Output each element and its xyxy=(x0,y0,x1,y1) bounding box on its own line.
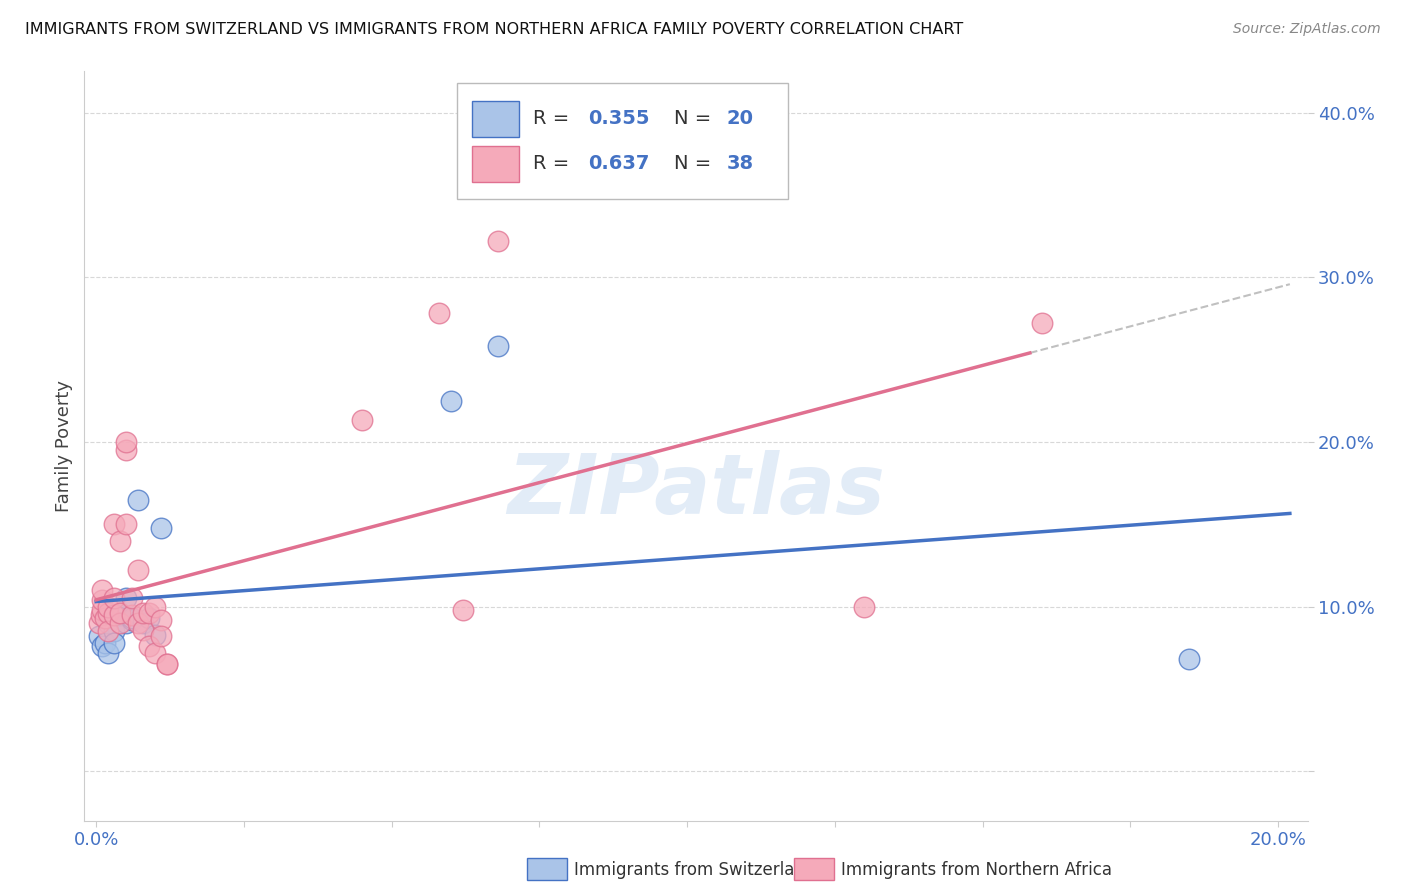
FancyBboxPatch shape xyxy=(472,101,519,136)
Point xyxy=(114,443,136,458)
Point xyxy=(103,591,125,606)
Point xyxy=(114,591,136,606)
Point xyxy=(103,517,125,532)
Point xyxy=(114,517,136,532)
Point xyxy=(138,639,160,653)
Point xyxy=(1178,652,1201,666)
Point xyxy=(108,607,131,622)
FancyBboxPatch shape xyxy=(457,83,787,199)
Point xyxy=(138,606,160,620)
Point xyxy=(103,624,125,639)
Point xyxy=(97,615,120,630)
Point xyxy=(451,603,474,617)
Point xyxy=(143,646,166,660)
Text: Immigrants from Northern Africa: Immigrants from Northern Africa xyxy=(841,861,1112,879)
Point xyxy=(89,629,111,643)
Point xyxy=(121,611,143,625)
Text: Immigrants from Switzerland: Immigrants from Switzerland xyxy=(574,861,815,879)
Point xyxy=(486,234,509,248)
Point xyxy=(89,615,111,630)
Text: R =: R = xyxy=(533,154,576,173)
Text: N =: N = xyxy=(673,154,717,173)
Text: 20: 20 xyxy=(727,109,754,128)
Point xyxy=(121,607,143,622)
Point xyxy=(132,623,155,637)
Y-axis label: Family Poverty: Family Poverty xyxy=(55,380,73,512)
Point xyxy=(103,607,125,622)
Point xyxy=(132,615,155,630)
Point xyxy=(138,611,160,625)
Point xyxy=(440,393,463,408)
Point xyxy=(127,563,149,577)
Text: Source: ZipAtlas.com: Source: ZipAtlas.com xyxy=(1233,22,1381,37)
Point xyxy=(90,607,112,622)
Text: 38: 38 xyxy=(727,154,754,173)
Point xyxy=(156,657,179,672)
Point xyxy=(114,434,136,449)
Point xyxy=(127,615,149,630)
Point xyxy=(853,599,876,614)
Point xyxy=(486,339,509,353)
Point xyxy=(150,520,173,534)
Point xyxy=(91,603,114,617)
Point xyxy=(108,615,131,630)
Text: R =: R = xyxy=(533,109,576,128)
Text: 0.355: 0.355 xyxy=(588,109,650,128)
Point xyxy=(97,606,120,620)
Point xyxy=(156,657,179,672)
Point xyxy=(97,646,120,660)
Point xyxy=(91,639,114,653)
Point xyxy=(127,492,149,507)
Point xyxy=(108,606,131,620)
Text: IMMIGRANTS FROM SWITZERLAND VS IMMIGRANTS FROM NORTHERN AFRICA FAMILY POVERTY CO: IMMIGRANTS FROM SWITZERLAND VS IMMIGRANT… xyxy=(25,22,963,37)
Point xyxy=(150,613,173,627)
Text: 0.637: 0.637 xyxy=(588,154,650,173)
Point xyxy=(1031,316,1053,330)
Point xyxy=(150,629,173,643)
Point xyxy=(94,611,117,625)
Point xyxy=(114,615,136,630)
Point xyxy=(97,599,120,614)
FancyBboxPatch shape xyxy=(472,145,519,181)
Point xyxy=(132,606,155,620)
Point xyxy=(352,413,374,427)
Point xyxy=(91,583,114,598)
Point xyxy=(121,591,143,606)
Point xyxy=(143,627,166,641)
Point xyxy=(103,636,125,650)
Text: ZIPatlas: ZIPatlas xyxy=(508,450,884,532)
Text: N =: N = xyxy=(673,109,717,128)
Point xyxy=(91,593,114,607)
Point xyxy=(97,624,120,639)
Point xyxy=(121,613,143,627)
Point xyxy=(94,636,117,650)
Point xyxy=(143,599,166,614)
Point xyxy=(108,533,131,548)
Point xyxy=(427,306,450,320)
